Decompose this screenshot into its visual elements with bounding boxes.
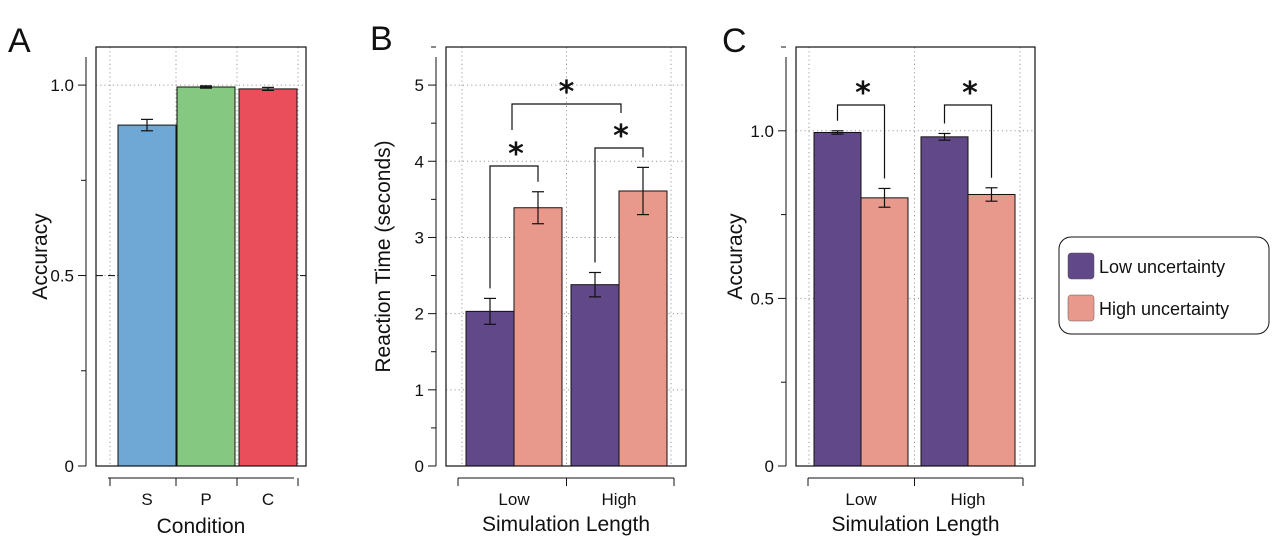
bar	[513, 207, 563, 467]
y-tick-label: 5	[415, 76, 424, 95]
significance-star: *	[559, 75, 575, 110]
panel-letter: A	[8, 22, 31, 60]
bar	[967, 193, 1016, 467]
significance-bracket	[943, 104, 993, 178]
y-tick-label: 1.0	[750, 122, 774, 141]
x-axis-title: Condition	[157, 515, 246, 537]
x-tick-label: P	[200, 490, 211, 509]
significance-bracket	[489, 165, 539, 289]
significance-star: *	[613, 119, 629, 154]
y-tick-label: 4	[415, 152, 424, 171]
legend-box	[1058, 236, 1270, 335]
y-tick-label: 1.0	[50, 76, 74, 95]
panel-c: C * * 0 0.5 1.0 Low High Simulation Length Accura…	[722, 22, 1036, 536]
bar	[920, 136, 969, 467]
bar	[176, 86, 236, 467]
x-tick-label: S	[141, 490, 152, 509]
legend-label: High uncertainty	[1099, 299, 1229, 319]
y-tick-label: 0.5	[50, 267, 74, 286]
significance-bracket	[594, 147, 644, 263]
significance-bracket	[511, 103, 622, 130]
significance-star: *	[962, 76, 978, 111]
x-tick-label: Low	[845, 490, 877, 509]
y-axis-title: Reaction Time (seconds)	[372, 140, 395, 372]
x-axis-title: Simulation Length	[482, 513, 650, 536]
panel-letter: B	[370, 20, 393, 58]
significance-bracket	[836, 104, 886, 179]
x-tick-label: Low	[498, 490, 530, 509]
bar	[860, 197, 909, 467]
y-tick-label: 2	[415, 305, 424, 324]
bar	[117, 124, 177, 467]
bar	[570, 284, 620, 467]
legend-swatch	[1067, 294, 1095, 322]
bar	[618, 190, 668, 467]
x-tick-label: C	[262, 490, 274, 509]
y-tick-label: 3	[415, 228, 424, 247]
significance-star: *	[855, 76, 871, 111]
y-axis-title: Accuracy	[724, 213, 747, 300]
x-axis-title: Simulation Length	[831, 513, 999, 536]
legend: Low uncertainty High uncertainty	[1058, 236, 1270, 335]
panel-letter: C	[722, 22, 747, 60]
y-tick-label: 1	[415, 381, 424, 400]
x-tick-label: High	[951, 490, 986, 509]
plot-frame	[445, 46, 687, 467]
y-axis-title: Accuracy	[29, 213, 52, 300]
bar	[813, 131, 862, 467]
y-tick-label: 0	[415, 457, 424, 476]
bar	[238, 88, 298, 467]
plot-frame	[95, 46, 307, 467]
legend-swatch	[1067, 252, 1095, 280]
legend-label: Low uncertainty	[1099, 257, 1225, 277]
y-tick-label: 0	[765, 457, 774, 476]
x-tick-label: High	[602, 490, 637, 509]
bar	[465, 310, 515, 467]
y-tick-label: 0	[65, 457, 74, 476]
panel-b: B * * * 0 1 2 3 4 5 Low High Simulation Length Reacti…	[370, 20, 687, 536]
y-tick-label: 0.5	[750, 289, 774, 308]
plot-frame	[795, 46, 1036, 467]
panel-a: A 0 0.5 1.0 S P C Condition Accuracy	[8, 22, 307, 537]
significance-star: *	[508, 137, 524, 172]
